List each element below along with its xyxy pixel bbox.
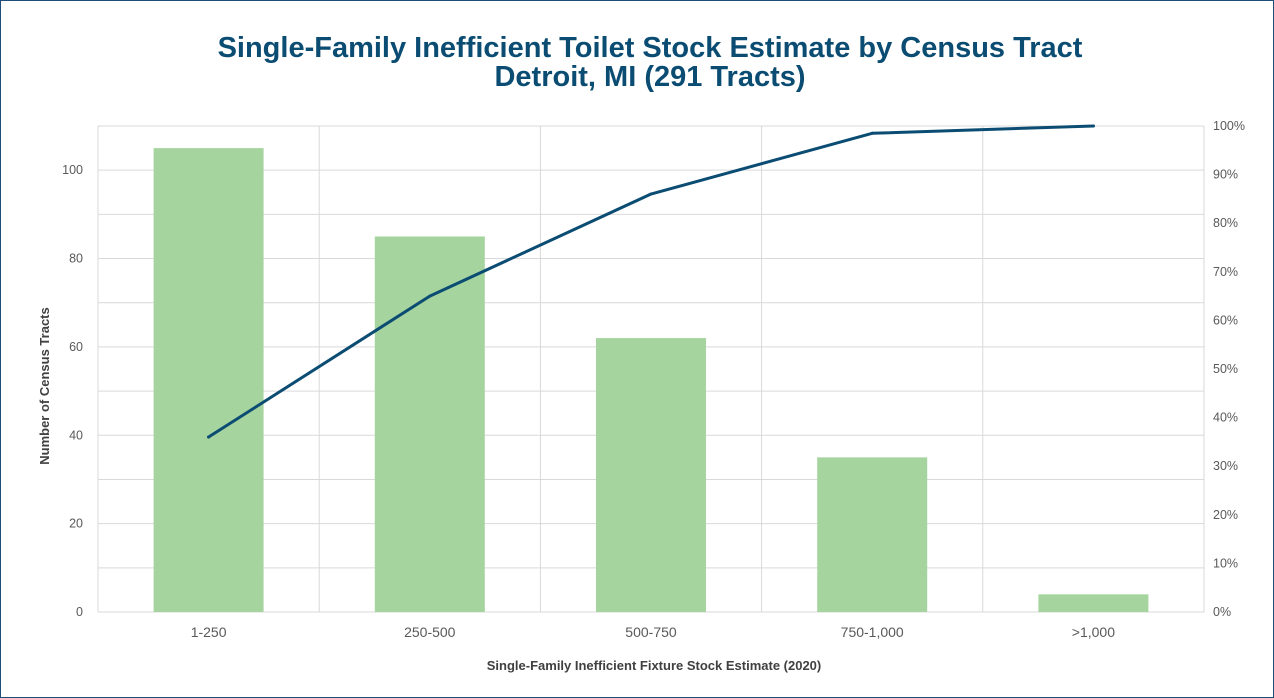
x-tick-label: 1-250	[191, 624, 227, 640]
y-tick-label: 80	[69, 252, 83, 266]
bar-series	[153, 148, 1149, 613]
y2-tick-label: 30%	[1213, 459, 1238, 473]
line-point	[428, 294, 432, 298]
y-tick-label: 40	[69, 428, 83, 442]
y2-tick-label: 40%	[1213, 411, 1238, 425]
category-labels: 1-250 250-500 500-750 750-1,000 >1,000	[191, 624, 1116, 640]
y2-tick-label: 80%	[1213, 216, 1238, 230]
bar-500-750	[596, 338, 706, 612]
bar->1,000	[1038, 594, 1149, 612]
y-tick-label: 60	[69, 340, 83, 354]
right-axis-ticks: 0% 10% 20% 30% 40% 50% 60% 70% 80% 90% 100%	[1213, 119, 1245, 619]
x-tick-label: 750-1,000	[841, 624, 904, 640]
y2-tick-label: 90%	[1213, 168, 1238, 182]
y-axis-title: Number of Census Tracts	[37, 307, 52, 465]
line-point	[207, 435, 211, 439]
x-tick-label: 250-500	[404, 624, 456, 640]
line-point	[1091, 124, 1095, 128]
line-point	[649, 192, 653, 196]
y2-tick-label: 60%	[1213, 313, 1238, 327]
bar-750-1,000	[817, 457, 928, 612]
x-axis-title: Single-Family Inefficient Fixture Stock …	[487, 658, 821, 673]
y2-tick-label: 70%	[1213, 265, 1238, 279]
line-series	[207, 124, 1095, 439]
y2-tick-label: 10%	[1213, 556, 1238, 570]
y-tick-label: 20	[69, 517, 83, 531]
left-axis-ticks: 0 20 40 60 80 100	[62, 163, 83, 619]
chart-title: Single-Family Inefficient Toilet Stock E…	[217, 32, 1083, 64]
chart-title-block: Single-Family Inefficient Toilet Stock E…	[0, 34, 1274, 92]
bar-1-250	[153, 148, 264, 612]
line-point	[870, 131, 874, 135]
y2-tick-label: 50%	[1213, 362, 1238, 376]
x-tick-label: >1,000	[1072, 624, 1115, 640]
y2-tick-label: 20%	[1213, 508, 1238, 522]
y2-tick-label: 100%	[1213, 119, 1245, 133]
x-tick-label: 500-750	[625, 624, 677, 640]
y-tick-label: 0	[76, 605, 83, 619]
chart-subtitle: Detroit, MI (291 Tracts)	[494, 61, 806, 93]
bar-250-500	[374, 236, 485, 613]
y-tick-label: 100	[62, 163, 83, 177]
y2-tick-label: 0%	[1213, 605, 1231, 619]
